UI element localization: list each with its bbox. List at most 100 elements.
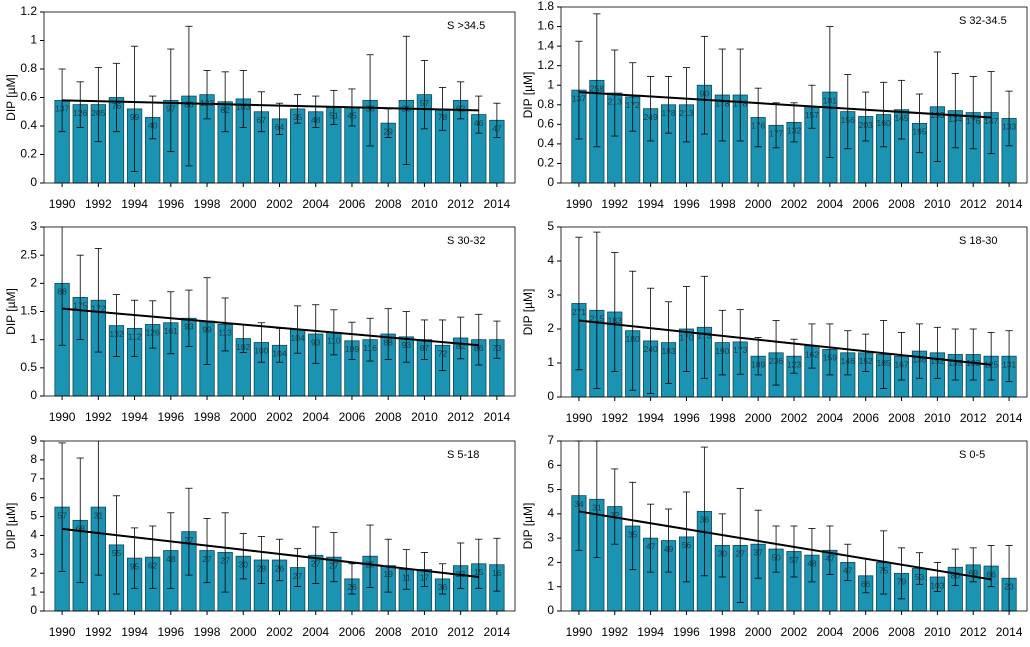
y-tick-label: 0.4 <box>20 118 37 132</box>
error-bar <box>275 538 284 582</box>
count-label: 236 <box>769 356 783 366</box>
x-tick-label: 2008 <box>375 625 402 639</box>
y-tick-label: 5 <box>30 509 37 523</box>
count-label: 40 <box>148 121 158 131</box>
x-tick-label: 2012 <box>960 625 987 639</box>
count-label: 34 <box>574 499 584 509</box>
count-label: 156 <box>841 115 855 125</box>
count-label: 258 <box>590 84 604 94</box>
count-label: 27 <box>329 560 339 570</box>
count-label: 26 <box>347 582 357 592</box>
error-bar <box>438 319 447 372</box>
error-bar <box>718 309 726 376</box>
count-label: 27 <box>293 571 303 581</box>
x-tick-label: 1994 <box>637 411 664 425</box>
y-tick-label: 2 <box>30 276 37 290</box>
error-bar <box>94 440 102 576</box>
x-tick-label: 1992 <box>85 197 112 211</box>
error-bar <box>754 509 762 579</box>
x-tick-label: 2010 <box>924 625 951 639</box>
error-bar <box>754 87 762 148</box>
error-bar <box>312 526 320 585</box>
x-tick-label: 2006 <box>339 410 366 424</box>
error-bar <box>682 491 691 583</box>
error-bar <box>915 323 924 379</box>
error-bar <box>312 304 320 364</box>
count-label: 27 <box>184 535 194 545</box>
error-bar <box>629 62 637 132</box>
x-tick-label: 1990 <box>49 625 76 639</box>
x-tick-label: 2004 <box>816 411 843 425</box>
count-label: 152 <box>930 356 944 366</box>
error-bar <box>969 76 977 150</box>
count-label: 82 <box>456 341 466 351</box>
error-bar <box>897 547 906 600</box>
y-tick-label: 1.8 <box>537 0 554 13</box>
panel: 0 0.5 1 1.5 2 2.5 3 1990 1992 1994 1996 1998 2000 200… <box>4 219 516 424</box>
error-bar <box>1005 90 1013 147</box>
error-bar <box>826 26 834 158</box>
error-bar <box>402 311 410 363</box>
error-bar <box>493 320 501 359</box>
error-bar <box>772 102 780 149</box>
count-label: 103 <box>236 102 250 112</box>
error-bar <box>862 333 870 372</box>
y-tick-label: 0 <box>30 175 37 189</box>
x-tick-label: 1990 <box>566 625 593 639</box>
x-tick-label: 2010 <box>411 625 438 639</box>
count-label: 167 <box>894 359 908 369</box>
y-axis-label: DIP [µM] <box>4 74 18 121</box>
count-label: 137 <box>55 104 69 114</box>
error-bar <box>402 35 410 165</box>
count-label: 57 <box>57 510 67 520</box>
count-label: 160 <box>877 118 891 128</box>
count-label: 66 <box>861 579 871 589</box>
error-bar <box>664 76 673 134</box>
error-bar <box>112 495 121 595</box>
count-label: 205 <box>91 108 105 118</box>
annotation: S 30-32 <box>447 235 486 247</box>
count-label: 116 <box>363 343 377 353</box>
count-label: 180 <box>626 334 640 344</box>
x-tick-label: 1990 <box>566 411 593 425</box>
plot-area: 34 31 32 35 47 49 56 36 30 27 37 50 57 48 47 47 66 75 79 53… <box>571 440 1017 612</box>
count-label: 37 <box>753 547 763 557</box>
x-tick-label: 2014 <box>484 410 511 424</box>
error-bar <box>420 60 429 130</box>
x-tick-label: 1992 <box>85 410 112 424</box>
count-label: 126 <box>73 108 87 118</box>
count-label: 35 <box>293 112 303 122</box>
error-bar <box>221 512 229 593</box>
count-label: 132 <box>109 329 123 339</box>
count-label: 31 <box>592 503 602 513</box>
count-label: 176 <box>966 116 980 126</box>
x-tick-label: 2014 <box>484 197 511 211</box>
count-label: 62 <box>456 104 466 114</box>
annotation: S 18-30 <box>959 235 998 247</box>
count-label: 152 <box>859 356 873 366</box>
plot-frame <box>560 440 1028 612</box>
count-label: 82 <box>220 105 230 115</box>
count-label: 271 <box>572 307 586 317</box>
error-bar <box>826 323 834 376</box>
count-label: 48 <box>166 554 176 564</box>
plot-frame <box>43 226 516 397</box>
y-tick-label: 6 <box>547 457 554 471</box>
count-label: 99 <box>202 324 212 334</box>
y-tick-label: 1.6 <box>537 19 554 33</box>
error-bar <box>185 487 193 576</box>
trend-line <box>62 99 479 112</box>
error-bar <box>457 542 465 589</box>
count-label: 28 <box>257 563 267 573</box>
error-bar <box>700 35 708 135</box>
count-label: 78 <box>438 112 448 122</box>
y-tick-label: 7 <box>30 471 37 485</box>
count-label: 99 <box>130 112 140 122</box>
count-label: 125 <box>984 359 998 369</box>
error-bar <box>257 91 266 133</box>
count-label: 27 <box>735 549 745 559</box>
x-tick-label: 2012 <box>447 625 474 639</box>
count-label: 35 <box>628 529 638 539</box>
count-label: 30 <box>239 559 249 569</box>
